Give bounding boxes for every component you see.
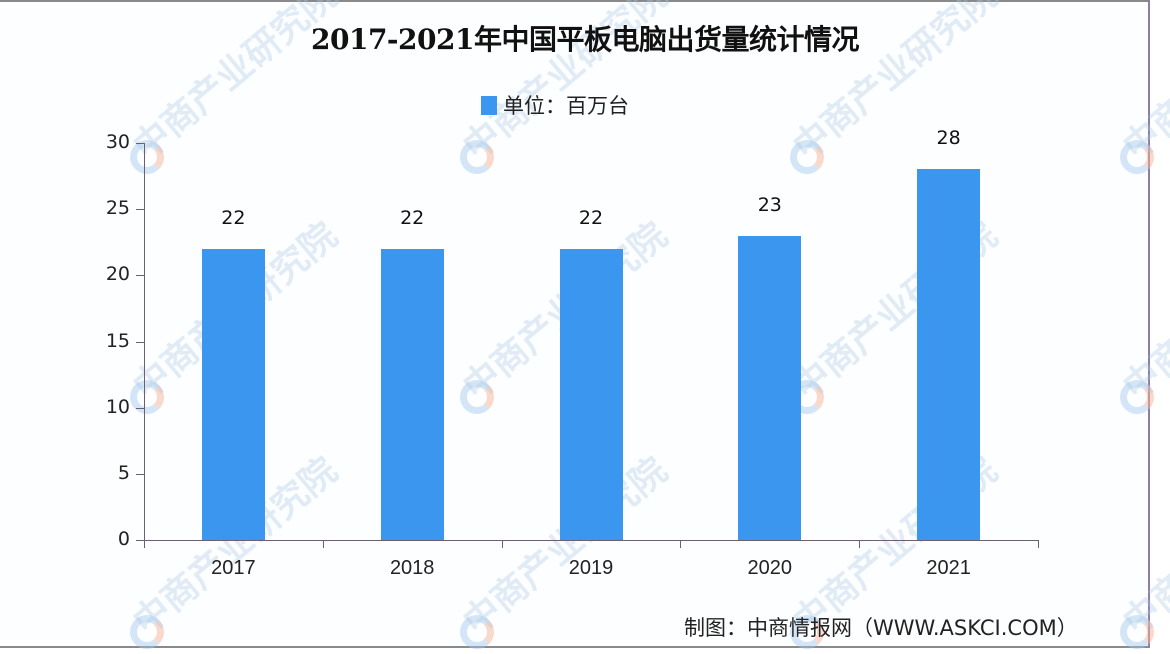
value-label: 23 (757, 193, 782, 216)
watermark-logo-icon (460, 380, 494, 414)
watermark-logo-icon (790, 140, 824, 174)
y-tick-label: 15 (105, 329, 130, 352)
y-tick-label: 5 (117, 461, 130, 484)
watermark-logo-icon (1120, 615, 1154, 649)
x-tick-label: 2017 (211, 557, 256, 579)
x-tick-label: 2020 (747, 557, 793, 579)
y-tick (136, 143, 144, 144)
x-tick (1038, 540, 1039, 548)
watermark-logo-icon (1120, 380, 1154, 414)
y-tick (136, 540, 144, 541)
x-tick-label: 2021 (926, 557, 971, 579)
x-tick-label: 2019 (568, 557, 614, 579)
x-axis (136, 540, 1038, 541)
y-tick-label: 25 (105, 197, 130, 220)
y-tick (136, 473, 144, 475)
value-label: 22 (400, 206, 425, 229)
y-tick-label: 10 (105, 395, 130, 418)
y-tick-label: 0 (117, 528, 130, 550)
legend-label: 单位：百万台 (503, 94, 629, 118)
y-tick (136, 275, 144, 277)
y-tick (136, 407, 144, 409)
watermark-logo-icon (460, 140, 494, 174)
x-tick (680, 540, 682, 548)
value-label: 22 (578, 206, 604, 229)
y-tick (136, 341, 144, 343)
y-axis (144, 143, 145, 540)
y-tick-label: 30 (105, 131, 130, 153)
legend: 单位：百万台 (481, 90, 629, 120)
x-tick (501, 540, 503, 548)
watermark-logo-icon (130, 380, 164, 414)
x-tick-label: 2018 (389, 557, 435, 579)
x-tick (144, 540, 145, 548)
bar-2018 (380, 248, 444, 540)
y-tick (136, 209, 144, 211)
watermark-logo-icon (130, 140, 164, 174)
x-tick (322, 540, 324, 548)
bar-2021 (917, 169, 981, 540)
source-footer: 制图：中商情报网（WWW.ASKCI.COM） (684, 616, 1078, 640)
y-tick-label: 20 (105, 263, 130, 286)
watermark-logo-icon (1120, 140, 1154, 174)
watermark-logo-icon (790, 615, 824, 649)
bar-2020 (738, 235, 802, 540)
x-tick (859, 540, 861, 548)
value-label: 22 (221, 206, 246, 229)
bar-2019 (559, 248, 623, 540)
value-label: 28 (936, 127, 961, 150)
bar-2017 (201, 248, 265, 540)
watermark-logo-icon (460, 615, 494, 649)
chart-title: 2017-2021年中国平板电脑出货量统计情况 (311, 23, 859, 56)
legend-swatch (481, 95, 497, 115)
watermark-logo-icon (130, 615, 164, 649)
